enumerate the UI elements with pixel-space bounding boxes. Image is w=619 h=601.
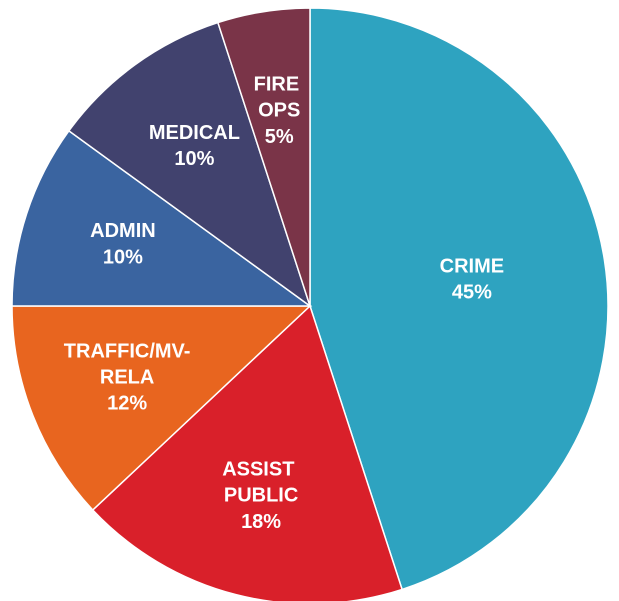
- slice-value: 10%: [103, 247, 143, 269]
- pie-slice: [67, 21, 312, 308]
- slice-label: ADMIN: [90, 221, 156, 243]
- slice-label: TRAFFIC/MV-RELA: [64, 341, 191, 389]
- slice-value: 18%: [241, 511, 281, 533]
- slice-label: ASSIST PUBLIC: [222, 459, 300, 507]
- pie-slice: [91, 304, 404, 601]
- slice-label: FIRE OPS: [254, 74, 305, 122]
- slice-label: MEDICAL: [149, 122, 240, 144]
- slice-value: 5%: [265, 126, 294, 148]
- pie-slice: [11, 305, 312, 512]
- pie-slice: [216, 7, 311, 307]
- slice-value: 10%: [174, 148, 214, 170]
- pie-slice: [11, 129, 313, 307]
- slice-value: 45%: [452, 282, 492, 304]
- pie-slice: [309, 7, 609, 591]
- slice-label: CRIME: [440, 256, 504, 278]
- slice-value: 12%: [107, 393, 147, 415]
